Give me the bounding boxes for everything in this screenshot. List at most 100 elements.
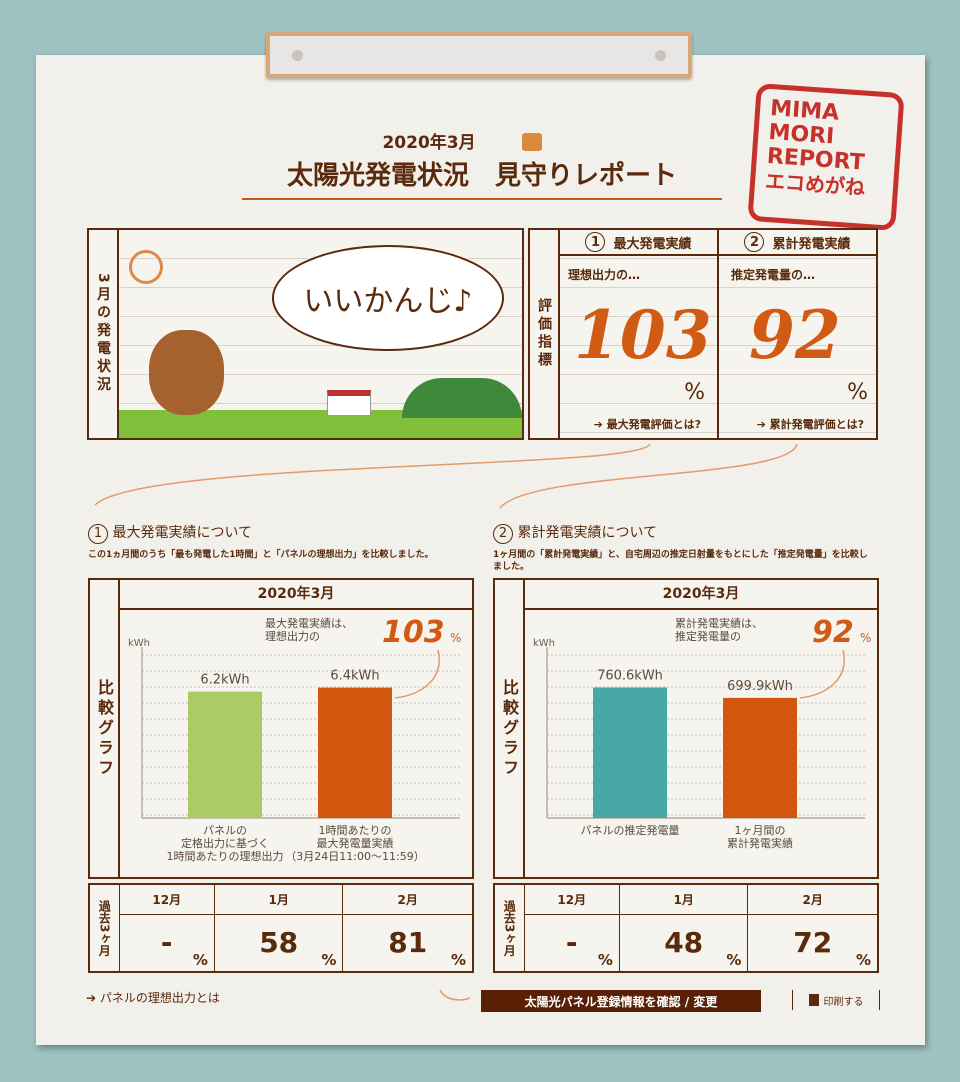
past-month: 12月 [523,883,620,915]
past-value-cell: 48% [618,913,749,973]
bar [188,691,262,818]
percent-unit: % [726,951,742,969]
link-text[interactable]: 累計発電評価とは? [769,418,864,431]
bar [318,687,392,818]
print-label[interactable]: 印刷する [823,996,864,1008]
past-label: 過去3ヶ月 [88,883,120,973]
past-value: - [565,926,578,960]
chart-title: 2020年3月 [120,580,472,610]
house-icon [327,390,371,416]
chart-area: 2020年3月 kWh 760.6kWh パネルの推定発電量 699.9kWh 1ヶ月間… [525,580,877,877]
paper-clip [266,32,692,78]
indicator-max: 1 最大発電実績 理想出力の… 103 % ➔ 最大発電評価とは? [560,230,719,438]
percent-unit: % [855,951,871,969]
category-label: 累計発電実績 [727,836,793,850]
past-value: 58 [259,926,299,960]
section-header: 2 累計発電実績について [493,522,657,544]
indicator-columns: 1 最大発電実績 理想出力の… 103 % ➔ 最大発電評価とは? 2 累計発電実績… [560,230,876,438]
max-eval-link[interactable]: ➔ 最大発電評価とは? [593,418,701,431]
past-value: - [160,926,173,960]
calendar-icon [521,133,542,151]
indicators-label: 評価指標 [530,230,560,438]
past-month: 2月 [342,883,474,915]
section-description: この1ヵ月間のうち「最も発電した1時間」と「パネルの理想出力」を比較しました。 [88,550,434,560]
indicator-title: 累計発電実績 [772,236,851,252]
indicator-sub: 推定発電量の… [731,268,816,282]
report-paper [36,55,925,1045]
category-label: 1時間あたりの [319,824,392,837]
monkey-mascot [149,330,224,415]
bar [723,697,797,818]
past-value-cell: 72% [747,913,879,973]
date-text: 2020年3月 [382,133,476,153]
past-value-cell: 58% [213,913,344,973]
data-label: 699.9kWh [727,679,793,694]
page-title: 太陽光発電状況 見守りレポート [242,155,722,200]
note-text: 累計発電実績は、 [675,616,763,630]
section-title: 最大発電実績について [112,525,253,541]
link-text[interactable]: 最大発電評価とは? [606,418,701,431]
link-text[interactable]: パネルの理想出力とは [99,991,220,1005]
note-arrow [394,649,440,699]
past-month: 12月 [118,883,215,915]
chart-side-label: 比較グラフ [90,580,120,877]
comparison-chart-box: 比較グラフ 2020年3月 kWh 6.2kWh パネルの 定格出力に基づく 1時間あた… [88,578,474,879]
percent-unit: % [597,951,613,969]
speech-bubble: いいかんじ♪ [272,245,504,351]
status-label: 3月の発電状況 [89,230,119,438]
percent-unit: % [321,951,337,969]
note-text: 最大発電実績は、 [265,616,353,630]
indicator-header: 1 最大発電実績 [560,230,717,256]
data-label: 6.4kWh [330,669,379,684]
printer-icon [808,994,819,1006]
bar [593,687,667,818]
category-label: 最大発電量実績 [317,836,394,850]
past-label: 過去3ヶ月 [493,883,525,973]
report-date: 2020年3月 [0,128,924,153]
hill [402,378,522,418]
percent-unit: % [450,951,466,969]
y-axis-label: kWh [128,638,150,649]
past-value-cell: -% [523,913,620,973]
past-value: 81 [388,926,428,960]
note-value: 103 [382,615,445,650]
total-eval-link[interactable]: ➔ 累計発電評価とは? [756,418,864,431]
past-month: 2月 [747,883,879,915]
category-label: 1ヶ月間の [735,824,786,837]
category-label: パネルの [203,824,247,837]
data-label: 760.6kWh [597,668,663,683]
number-badge: 2 [493,523,513,544]
indicator-value: 92 [749,296,841,374]
past-3-months-table: 過去3ヶ月 12月 1月 2月 -% 48% 72% [493,883,879,973]
category-label: 1時間あたりの理想出力 [167,849,284,863]
sun-icon [129,250,163,284]
number-badge: 1 [88,523,108,544]
past-value-cell: 81% [342,913,474,973]
note-unit: % [860,631,871,645]
past-value: 48 [664,926,704,960]
note-arrow [799,649,845,699]
past-month: 1月 [618,883,749,915]
section-header: 1 最大発電実績について [88,522,252,544]
chart-side-label: 比較グラフ [495,580,525,877]
indicator-total: 2 累計発電実績 推定発電量の… 92 % ➔ 累計発電評価とは? [719,230,876,438]
indicator-value: 103 [574,296,712,374]
ideal-output-link[interactable]: ➔ パネルの理想出力とは [86,991,220,1005]
past-value: 72 [793,926,833,960]
category-label: （3月24日11:00〜11:59） [285,850,424,863]
note-text: 理想出力の [265,629,320,643]
past-3-months-table: 過去3ヶ月 12月 1月 2月 -% 58% 81% [88,883,474,973]
category-label: 定格出力に基づく [181,836,269,850]
note-unit: % [450,631,461,645]
section-description: 1ヶ月間の「累計発電実績」と、自宅周辺の推定日射量をもとにした「推定発電量」を比… [493,550,868,572]
indicator-unit: % [847,380,868,405]
panel-registration-button[interactable]: 太陽光パネル登録情報を確認 / 変更 [481,990,761,1012]
note-value: 92 [812,615,854,650]
category-label: パネルの推定発電量 [581,823,680,837]
print-button[interactable]: 印刷する [792,990,880,1010]
chart-area: 2020年3月 kWh 6.2kWh パネルの 定格出力に基づく 1時間あたりの理想出力… [120,580,472,877]
